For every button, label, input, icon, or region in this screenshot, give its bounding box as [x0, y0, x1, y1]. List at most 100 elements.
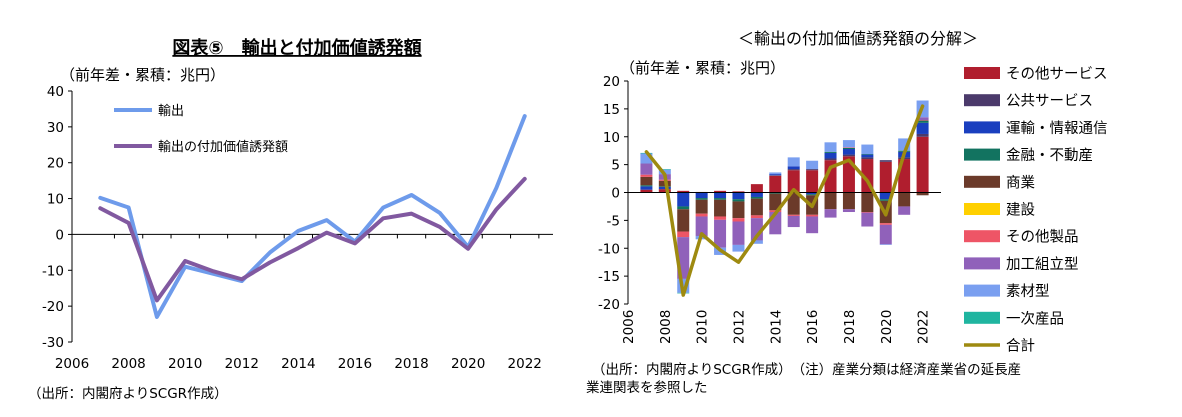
right-bar-segment: [806, 194, 819, 196]
right-bar-segment: [806, 192, 819, 195]
right-bar-segment: [769, 175, 782, 176]
right-bar-segment: [787, 169, 800, 171]
right-chart-source: （出所：内閣府よりSCGR作成） （注）産業分類は経済産業省の延長産: [592, 362, 1021, 378]
right-bar-segment: [695, 216, 708, 236]
right-chart-total-line: [644, 104, 925, 297]
right-bar-segment: [861, 157, 874, 160]
right-chart-legend: その他サービス公共サービス運輸・情報通信金融・不動産商業建設その他製品加工組立型…: [964, 66, 1108, 355]
right-bar-segment: [695, 199, 708, 214]
right-bar-segment: [824, 152, 837, 159]
right-bar-segment: [916, 136, 929, 193]
right-bar-segment: [916, 192, 929, 196]
right-bar-segment: [640, 174, 653, 177]
right-bar-segment: [861, 144, 874, 155]
right-bar-segment: [769, 174, 782, 176]
right-bar-segment: [640, 153, 653, 164]
right-bar-segment: [916, 133, 929, 137]
right-bar-segment: [879, 161, 892, 193]
right-legend-label: その他サービス: [1006, 66, 1108, 83]
right-chart-bars: [640, 100, 929, 294]
right-x-tick-label: 2012: [731, 310, 747, 344]
left-series-line-1: [98, 114, 527, 319]
right-bar-segment: [842, 147, 855, 148]
right-bar-segment: [842, 149, 855, 155]
right-bar-segment: [732, 201, 745, 219]
right-x-tick-label: 2008: [658, 310, 674, 344]
right-bar-segment: [879, 160, 892, 162]
right-x-tick-label: 2018: [842, 310, 858, 344]
right-y-tick-label: 20: [603, 74, 620, 90]
right-bar-segment: [787, 170, 800, 193]
right-bar-segment: [732, 221, 745, 245]
right-bar-segment: [879, 244, 892, 245]
right-bar-segment: [879, 192, 892, 200]
right-chart-source-line2: 業連関表を参照した: [586, 379, 708, 396]
right-total-line: [644, 104, 925, 297]
right-legend-swatch: [964, 203, 1000, 215]
right-legend-label: 加工組立型: [1006, 256, 1079, 273]
right-bar-segment: [714, 192, 727, 199]
left-y-tick-label: 0: [55, 227, 64, 243]
right-bar-segment: [842, 147, 855, 150]
right-bar-segment: [695, 213, 708, 217]
right-bar-segment: [842, 209, 855, 213]
right-bar-segment: [714, 219, 727, 248]
right-x-tick-label: 2014: [768, 310, 784, 344]
right-bar-segment: [750, 192, 763, 197]
right-legend-label: 合計: [1006, 338, 1035, 355]
left-y-tick-label: -20: [42, 299, 64, 315]
right-bar-segment: [714, 198, 727, 200]
right-bar-segment: [714, 216, 727, 220]
right-y-tick-label: 5: [611, 158, 620, 174]
right-bar-segment: [842, 192, 855, 210]
right-bar-segment: [732, 199, 745, 202]
right-legend-label: 金融・不動産: [1006, 147, 1093, 164]
right-bar-segment: [842, 154, 855, 157]
left-x-tick-label: 2022: [508, 356, 542, 372]
right-bar-segment: [640, 176, 653, 186]
right-bar-segment: [787, 157, 800, 167]
right-bar-segment: [640, 186, 653, 190]
right-legend-swatch: [964, 257, 1000, 270]
right-bar-segment: [824, 209, 837, 218]
right-legend-label: 建設: [1006, 202, 1035, 219]
right-legend-swatch: [964, 311, 1000, 324]
right-bar-segment: [750, 240, 763, 244]
right-bar-segment: [861, 154, 874, 158]
right-bar-segment: [658, 169, 671, 170]
right-bar-segment: [824, 158, 837, 161]
right-x-tick-label: 2010: [695, 310, 711, 344]
right-chart-title: ＜輸出の付加価値誘発額の分解＞: [738, 29, 978, 48]
right-bar-segment: [750, 184, 763, 193]
right-bar-segment: [824, 192, 837, 210]
right-bar-segment: [806, 169, 819, 171]
left-x-tick-label: 2012: [225, 356, 259, 372]
right-bar-segment: [640, 185, 653, 187]
right-bar-segment: [714, 199, 727, 217]
right-bar-segment: [658, 186, 671, 190]
right-bar-segment: [806, 170, 819, 193]
right-bar-segment: [750, 196, 763, 199]
right-bar-segment: [879, 224, 892, 245]
right-y-tick-label: -20: [598, 297, 620, 313]
left-chart-plot: [98, 114, 527, 319]
left-y-tick-label: 40: [47, 84, 64, 100]
right-bar-segment: [861, 192, 874, 213]
right-legend-label: 商業: [1006, 174, 1035, 191]
right-bar-segment: [769, 193, 782, 211]
right-y-tick-label: -15: [598, 269, 620, 285]
right-bar-segment: [732, 191, 745, 193]
right-bar-segment: [732, 218, 745, 222]
right-bar-segment: [861, 212, 874, 227]
right-bar-segment: [769, 192, 782, 194]
right-x-tick-label: 2020: [879, 310, 895, 344]
right-bar-segment: [750, 198, 763, 216]
right-y-tick-label: 10: [603, 130, 620, 146]
right-bar-segment: [732, 244, 745, 252]
right-bar-segment: [658, 189, 671, 193]
right-legend-label: 公共サービス: [1006, 93, 1093, 110]
right-y-tick-label: 15: [603, 102, 620, 118]
right-legend-swatch: [964, 94, 1000, 107]
